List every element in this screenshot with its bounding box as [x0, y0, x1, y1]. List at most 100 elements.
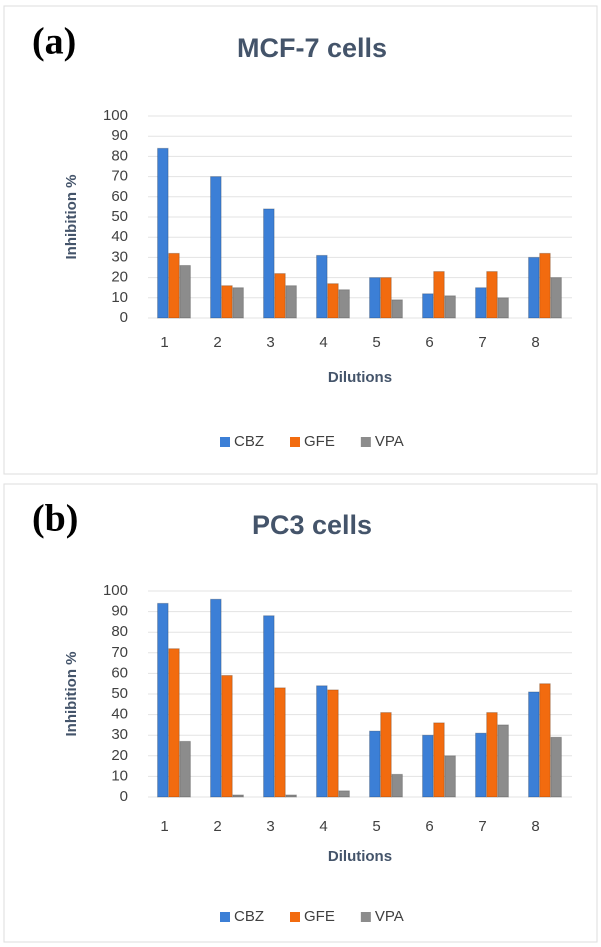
- y-tick-label: 40: [111, 228, 128, 245]
- panel-label: (b): [32, 498, 78, 540]
- bar: [475, 732, 487, 798]
- bar: [263, 208, 275, 319]
- x-tick-label: 8: [531, 334, 539, 351]
- x-axis-title: Dilutions: [328, 848, 392, 865]
- x-tick-label: 4: [319, 334, 327, 351]
- x-tick-label: 5: [372, 334, 380, 351]
- bar: [168, 252, 180, 319]
- bar: [316, 254, 328, 319]
- legend-swatch: [360, 437, 371, 447]
- bar: [327, 283, 339, 319]
- panel-label: (a): [32, 21, 76, 63]
- x-tick-label: 8: [531, 818, 539, 835]
- legend-label: GFE: [304, 433, 335, 450]
- bar: [210, 598, 222, 798]
- bar: [486, 271, 498, 319]
- x-tick-label: 2: [213, 334, 221, 351]
- chart-title: MCF-7 cells: [237, 33, 387, 63]
- y-tick-label: 90: [111, 603, 128, 620]
- y-tick-label: 80: [111, 623, 128, 640]
- bar: [157, 602, 169, 798]
- bar: [391, 299, 403, 319]
- bar: [539, 252, 551, 319]
- y-tick-label: 20: [111, 747, 128, 764]
- bar: [422, 734, 434, 798]
- bar: [369, 730, 381, 798]
- bar: [550, 277, 562, 319]
- y-tick-label: 30: [111, 248, 128, 265]
- x-tick-label: 1: [160, 334, 168, 351]
- bar: [391, 773, 403, 798]
- bar: [539, 683, 551, 798]
- bar: [338, 790, 350, 798]
- bar: [232, 287, 244, 319]
- bar: [497, 724, 509, 798]
- bar: [422, 293, 434, 319]
- y-tick-label: 80: [111, 147, 128, 164]
- y-tick-label: 60: [111, 188, 128, 205]
- bar: [274, 273, 286, 319]
- legend-swatch: [220, 437, 230, 447]
- y-tick-label: 60: [111, 664, 128, 681]
- bar: [221, 674, 233, 798]
- bar: [210, 176, 222, 319]
- bar: [263, 615, 275, 798]
- bar: [497, 297, 509, 319]
- bar: [285, 285, 297, 319]
- legend-label: VPA: [375, 908, 404, 925]
- bar: [475, 287, 487, 319]
- bar: [327, 689, 339, 798]
- bar: [486, 712, 498, 798]
- bar: [380, 277, 392, 319]
- panel-frame: [3, 483, 598, 943]
- x-tick-label: 1: [160, 818, 168, 835]
- y-tick-label: 90: [111, 127, 128, 144]
- bar: [550, 736, 562, 798]
- x-tick-label: 7: [478, 818, 486, 835]
- legend-swatch: [290, 437, 300, 447]
- chart-title: PC3 cells: [252, 510, 372, 540]
- legend-label: VPA: [375, 433, 404, 450]
- legend-label: CBZ: [234, 908, 264, 925]
- x-tick-label: 6: [425, 818, 433, 835]
- bar: [369, 277, 381, 319]
- y-tick-label: 50: [111, 685, 128, 702]
- y-tick-label: 0: [120, 788, 128, 805]
- bar: [433, 722, 445, 798]
- bar: [380, 712, 392, 798]
- y-tick-label: 40: [111, 706, 128, 723]
- y-axis-title: Inhibition %: [63, 175, 80, 260]
- legend-swatch: [290, 912, 300, 922]
- x-tick-label: 5: [372, 818, 380, 835]
- x-tick-label: 3: [266, 818, 274, 835]
- bar: [274, 687, 286, 798]
- bar: [433, 271, 445, 319]
- x-tick-label: 4: [319, 818, 327, 835]
- y-tick-label: 10: [111, 289, 128, 306]
- bar: [528, 256, 540, 319]
- y-tick-label: 30: [111, 726, 128, 743]
- bar: [179, 740, 191, 798]
- y-tick-label: 70: [111, 168, 128, 185]
- bar: [285, 794, 297, 798]
- y-tick-label: 70: [111, 644, 128, 661]
- bar: [528, 691, 540, 798]
- x-tick-label: 7: [478, 334, 486, 351]
- legend-swatch: [220, 912, 230, 922]
- bar: [168, 648, 180, 798]
- bar: [338, 289, 350, 319]
- y-axis-title: Inhibition %: [63, 652, 80, 737]
- y-tick-label: 100: [103, 582, 128, 599]
- legend-label: CBZ: [234, 433, 264, 450]
- y-tick-label: 0: [120, 309, 128, 326]
- legend-label: GFE: [304, 908, 335, 925]
- bar: [157, 147, 169, 319]
- y-tick-label: 50: [111, 208, 128, 225]
- x-axis-title: Dilutions: [328, 369, 392, 386]
- bar: [444, 755, 456, 798]
- y-tick-label: 20: [111, 269, 128, 286]
- bar: [316, 685, 328, 798]
- bar: [232, 794, 244, 798]
- bar: [179, 264, 191, 319]
